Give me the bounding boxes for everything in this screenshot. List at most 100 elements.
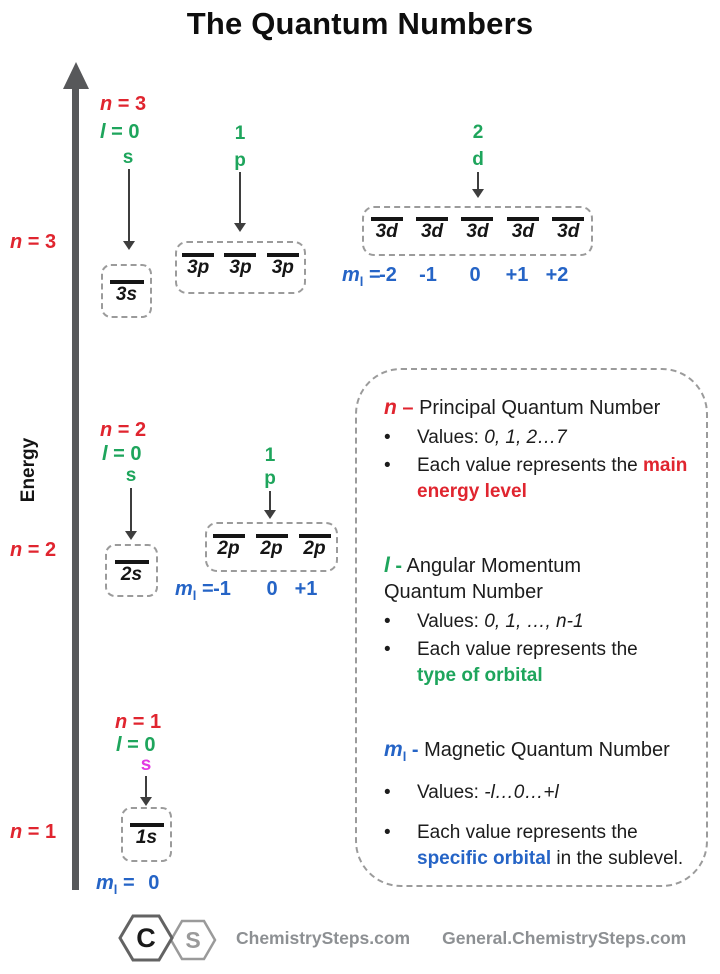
legend-l-values-bullet: • Values: 0, 1, …, n-1 [384, 609, 696, 635]
chemistrysteps-logo: C S [118, 914, 217, 962]
orbital-line [552, 217, 585, 221]
ml-value: +1 [505, 264, 529, 286]
orbital-label: 3d [420, 221, 444, 242]
n3-angular-label: l = 0 [100, 121, 140, 143]
orbital-line [212, 534, 245, 538]
n3-s-arrow-icon [122, 169, 135, 250]
orbital-box-3s: 3s [101, 264, 152, 318]
orbital-label: 2p [217, 538, 240, 559]
orbital-line [298, 534, 331, 538]
legend-box: n – Principal Quantum Number • Values: 0… [355, 368, 708, 887]
bullet-icon: • [384, 822, 391, 844]
orbital-line [370, 217, 403, 221]
orbital-line [224, 253, 257, 257]
energy-axis-line [72, 84, 79, 890]
legend-n-meaning-bullet: • Each value represents the main energy … [384, 453, 696, 504]
level-marker-n2: n = 2 [10, 539, 57, 561]
n2-p-arrow-icon [263, 491, 276, 519]
ml-values-2p: ml = -1 0 +1 [175, 578, 335, 603]
orbital-label: 3d [511, 221, 534, 242]
orbital-label: 3d [466, 221, 489, 242]
orbital-line [506, 217, 539, 221]
site-primary: ChemistrySteps.com [236, 927, 411, 948]
orbital-cell-3d: 3d [461, 217, 494, 243]
legend-m-meaning-bullet: • Each value represents the specific orbi… [384, 820, 696, 871]
ml-value: +1 [294, 578, 318, 600]
orbital-line [461, 217, 494, 221]
orbital-label: 3p [271, 257, 294, 278]
orbital-cell-1s: 1s [129, 823, 164, 849]
logo-hexagon-c [118, 914, 174, 962]
ml-symbol: ml = [342, 264, 381, 289]
ml-values-1s: ml = 0 [96, 872, 160, 897]
orbital-line [255, 534, 288, 538]
level-marker-n1: n = 1 [10, 821, 57, 843]
orbital-label: 3p [229, 257, 252, 278]
ml-value: -1 [213, 578, 231, 600]
energy-axis-label: Energy [18, 437, 39, 503]
bullet-icon: • [384, 610, 391, 632]
page-title: The Quantum Numbers [186, 6, 534, 41]
orbital-line [129, 823, 164, 827]
level-marker-n3: n = 3 [10, 231, 57, 253]
orbital-box-1s: 1s [121, 807, 172, 862]
n2-s-arrow-icon [124, 488, 137, 540]
n3-p-arrow-icon [233, 172, 246, 232]
n3-p-number: 1 [234, 123, 246, 144]
orbital-label: 3d [375, 221, 398, 242]
orbital-line [109, 280, 144, 284]
legend-m-title: ml - Magnetic Quantum Number [384, 737, 670, 764]
ml-value: 0 [148, 872, 160, 894]
n2-p-number: 1 [264, 445, 276, 466]
legend-l-title: l - Angular Momentum Quantum Number [384, 553, 582, 604]
legend-section-l: l - Angular Momentum Quantum Number • Va… [384, 552, 696, 689]
orbital-line [114, 560, 149, 564]
logo-letter-s: S [185, 927, 200, 953]
site-secondary: General.ChemistrySteps.com [442, 927, 687, 948]
orbital-cell-3p: 3p [182, 253, 215, 279]
orbital-box-2s: 2s [105, 544, 158, 597]
ml-value: -2 [379, 264, 397, 286]
bullet-icon: • [384, 639, 391, 661]
orbital-label: 2p [303, 538, 326, 559]
ml-value: 0 [469, 264, 481, 286]
ml-symbol: ml = [96, 872, 135, 897]
orbital-cell-2p: 2p [255, 534, 288, 560]
orbital-label: 2p [260, 538, 283, 559]
orbital-label: 2s [120, 564, 143, 585]
n3-s-letter: s [122, 147, 134, 168]
footer: C S ChemistrySteps.com General.Chemistry… [118, 910, 686, 966]
logo-letter-c: C [136, 923, 156, 953]
n2-angular-label: l = 0 [102, 443, 142, 465]
n3-p-letter: p [234, 150, 246, 171]
ml-values-3d: ml = -2 -1 0 +1 +2 [342, 264, 578, 289]
orbital-cell-3s: 3s [109, 280, 144, 306]
n3-d-arrow-icon [471, 172, 484, 198]
n1-s-letter: s [140, 754, 152, 775]
orbital-line [266, 253, 299, 257]
n2-s-letter: s [125, 465, 137, 486]
legend-n-values-bullet: • Values: 0, 1, 2…7 [384, 425, 696, 451]
orbital-cell-3d: 3d [552, 217, 585, 243]
bullet-icon: • [384, 781, 391, 803]
bullet-icon: • [384, 426, 391, 448]
bullet-icon: • [384, 455, 391, 477]
ml-value: -1 [419, 264, 437, 286]
orbital-cell-3p: 3p [224, 253, 257, 279]
orbital-cell-3d: 3d [416, 217, 449, 243]
orbital-cell-3p: 3p [266, 253, 299, 279]
legend-n-title: n – Principal Quantum Number [384, 396, 661, 419]
orbital-cell-2p: 2p [212, 534, 245, 560]
orbital-label: 1s [135, 827, 158, 848]
orbital-line [416, 217, 449, 221]
legend-section-n: n – Principal Quantum Number • Values: 0… [384, 394, 696, 505]
orbital-cell-3d: 3d [506, 217, 539, 243]
n1-s-arrow-icon [139, 776, 152, 806]
orbital-box-3p: 3p 3p 3p [175, 241, 306, 294]
n3-d-number: 2 [472, 122, 484, 143]
ml-symbol: ml = [175, 578, 214, 603]
orbital-line [182, 253, 215, 257]
orbital-box-3d: 3d 3d 3d 3d 3d [362, 206, 593, 256]
orbital-label: 3s [115, 284, 138, 305]
